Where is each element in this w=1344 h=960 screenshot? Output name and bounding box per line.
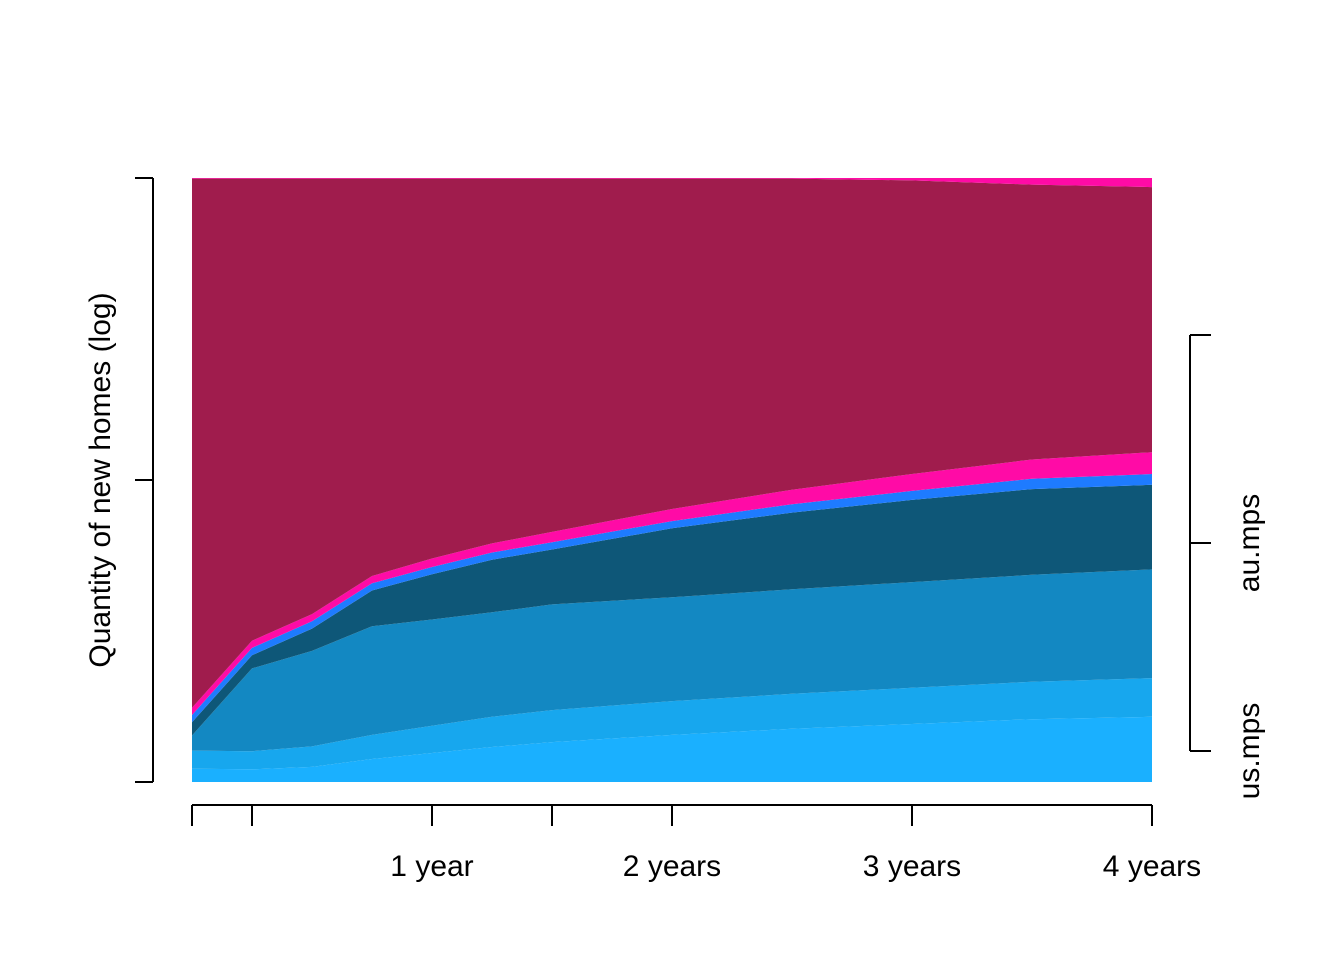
x-axis: 1 year 2 years 3 years 4 years	[191, 804, 1201, 883]
x-tick-label: 2 years	[623, 850, 721, 883]
x-tick-label: 4 years	[1103, 850, 1201, 883]
x-tick-label: 1 year	[390, 850, 473, 883]
area-series-2	[192, 678, 1152, 770]
area-series-4	[192, 484, 1152, 736]
x-tick-label: 3 years	[863, 850, 961, 883]
area-series-8	[192, 178, 1152, 188]
y-axis-right: us.mps au.mps	[1189, 334, 1266, 800]
y-axis-title: Quantity of new homes (log)	[84, 292, 117, 667]
area-series-3	[192, 569, 1152, 752]
area-series-1	[192, 716, 1152, 782]
right-axis-label: au.mps	[1233, 494, 1266, 592]
area-layers	[192, 178, 1152, 782]
area-series-5	[192, 474, 1152, 723]
right-axis-label: us.mps	[1233, 703, 1266, 800]
y-axis-left	[135, 177, 154, 783]
area-series-7	[192, 178, 1152, 708]
